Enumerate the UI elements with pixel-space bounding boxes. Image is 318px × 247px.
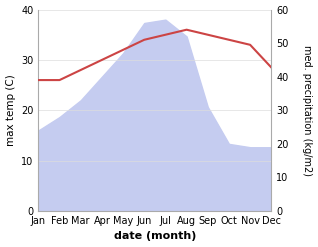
Y-axis label: med. precipitation (kg/m2): med. precipitation (kg/m2) [302,45,313,176]
Y-axis label: max temp (C): max temp (C) [5,74,16,146]
X-axis label: date (month): date (month) [114,231,196,242]
